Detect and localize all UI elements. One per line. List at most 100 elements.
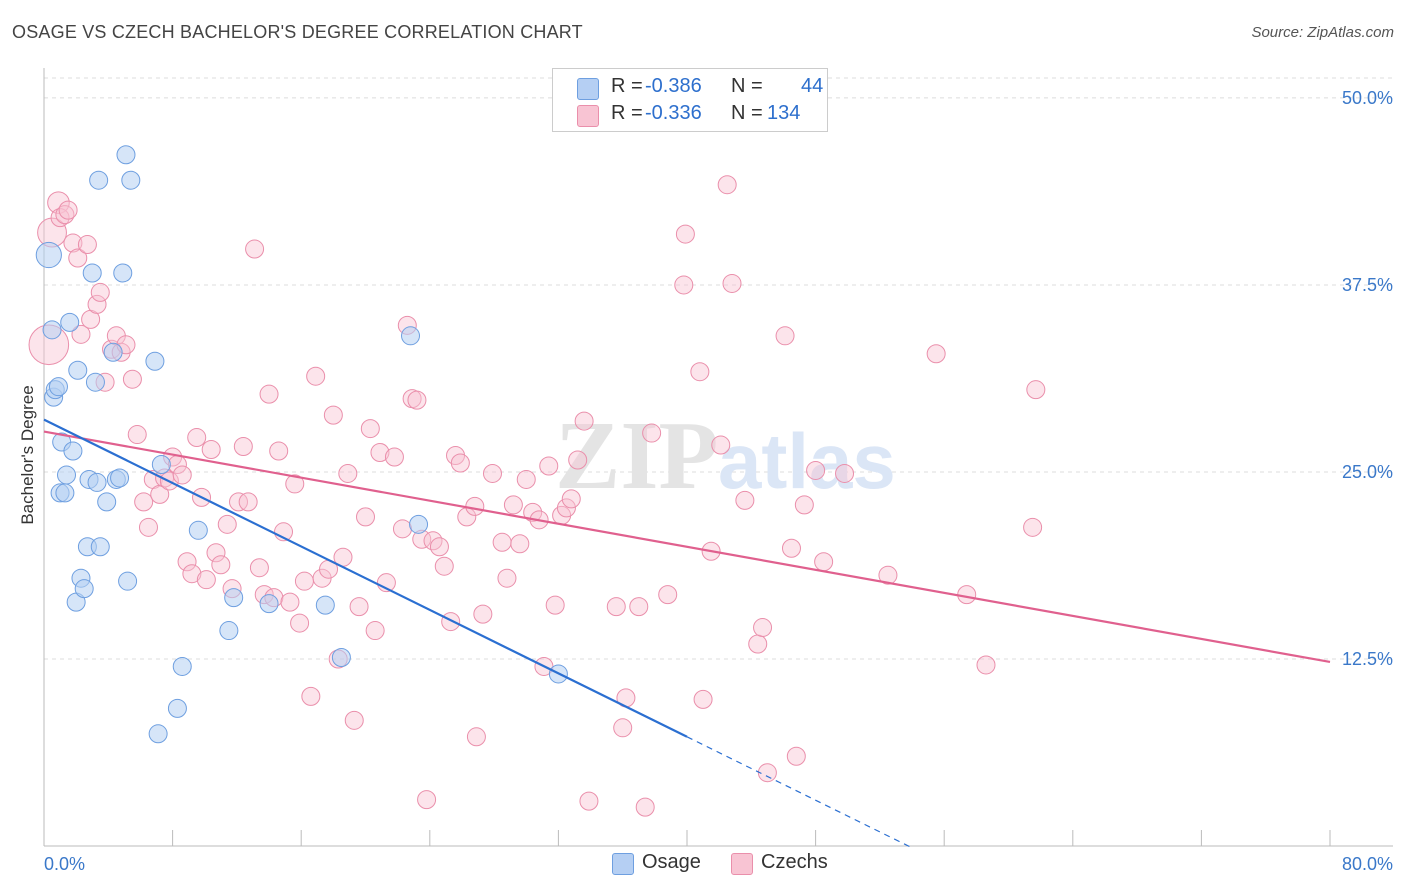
legend-r-label: R = [611, 75, 643, 97]
czechs-point [516, 469, 536, 489]
czechs-point [503, 495, 523, 515]
legend-box: R = -0.386 N = 44 R = -0.336 N = 134 [552, 68, 828, 132]
czechs-point [735, 490, 755, 510]
czechs-point [429, 537, 449, 557]
osage-point [188, 520, 208, 540]
czechs-point [196, 570, 216, 590]
trend-lines [43, 418, 1331, 849]
osage-point [219, 621, 239, 641]
bottom-legend-label: Osage [642, 851, 701, 873]
czechs-point [482, 463, 502, 483]
czechs-point [568, 450, 588, 470]
osage-point [116, 145, 136, 165]
czechs-point [579, 791, 599, 811]
czechs-point [306, 366, 326, 386]
czechs-point [294, 571, 314, 591]
czechs-point [90, 282, 110, 302]
czechs-point [285, 474, 305, 494]
czechs-point [172, 465, 192, 485]
czechs-point [201, 440, 221, 460]
czechs-point [245, 239, 265, 259]
osage-point [42, 320, 62, 340]
czechs-point [753, 618, 773, 638]
czechs-point [717, 175, 737, 195]
czechs-point [510, 534, 530, 554]
osage-point [90, 537, 110, 557]
czechs-point [392, 519, 412, 539]
czechs-point [497, 568, 517, 588]
czechs-point [1026, 380, 1046, 400]
czechs-point [182, 564, 202, 584]
bottom-legend-label: Czechs [761, 851, 828, 873]
axis-labels: Bachelor's Degree 0.0% 80.0% 12.5% 25.0% 3… [18, 88, 1393, 874]
czechs-point [878, 565, 898, 585]
czechs-point [806, 460, 826, 480]
chart-title: OSAGE VS CZECH BACHELOR'S DEGREE CORRELA… [12, 22, 583, 42]
czechs-points [28, 175, 1046, 817]
czechs-point [349, 597, 369, 617]
czechs-point [323, 405, 343, 425]
legend-r-value: -0.386 [645, 75, 702, 97]
czechs-point [450, 453, 470, 473]
y-tick-label: 50.0% [1342, 88, 1393, 108]
y-tick-label: 37.5% [1342, 275, 1393, 295]
osage-point [409, 514, 429, 534]
czechs-point [794, 495, 814, 515]
czechs-point [187, 428, 207, 448]
czechs-swatch [577, 105, 599, 127]
czechs-point [441, 612, 461, 632]
osage-point [74, 579, 94, 599]
osage-point [151, 454, 171, 474]
osage-point [113, 263, 133, 283]
osage-point [224, 588, 244, 608]
watermark-zip: ZIP [555, 402, 718, 510]
osage-point [82, 263, 102, 283]
czechs-point [249, 558, 269, 578]
czechs-point [280, 592, 300, 612]
y-axis-title: Bachelor's Degree [18, 385, 37, 524]
osage-trend-line [43, 418, 688, 738]
osage-point [103, 342, 123, 362]
czechs-point [539, 456, 559, 476]
y-tick-label: 12.5% [1342, 649, 1393, 669]
osage-point [48, 377, 68, 397]
czechs-point [473, 604, 493, 624]
czechs-point [492, 532, 512, 552]
osage-swatch [612, 853, 634, 875]
czechs-point [134, 492, 154, 512]
czechs-trend-line [43, 430, 1331, 664]
czechs-point [545, 595, 565, 615]
czechs-point [138, 517, 158, 537]
czechs-point [722, 273, 742, 293]
czechs-point [290, 613, 310, 633]
czechs-point [466, 727, 486, 747]
czechs-point [606, 597, 626, 617]
osage-point [35, 241, 62, 269]
czechs-point [63, 233, 83, 253]
czechs-point [384, 447, 404, 467]
czechs-point [523, 502, 543, 522]
czechs-point [926, 344, 946, 364]
osage-point [60, 312, 80, 332]
czechs-point [344, 710, 364, 730]
czechs-point [71, 324, 91, 344]
legend-n-value: 134 [767, 102, 801, 124]
osage-point [121, 170, 141, 190]
czechs-point [748, 634, 768, 654]
osage-point [110, 468, 130, 488]
osage-point [401, 326, 421, 346]
osage-point [145, 351, 165, 371]
czechs-point [77, 235, 97, 255]
source-label: Source: ZipAtlas.com [1251, 24, 1394, 41]
osage-point [89, 170, 109, 190]
czechs-point [674, 275, 694, 295]
czechs-point [301, 686, 321, 706]
czechs-point [206, 543, 226, 563]
x-tick-label-max: 80.0% [1342, 854, 1393, 874]
czechs-point [365, 621, 385, 641]
czechs-point [434, 556, 454, 576]
osage-point [315, 595, 335, 615]
czechs-point [658, 585, 678, 605]
osage-swatch [577, 78, 599, 100]
